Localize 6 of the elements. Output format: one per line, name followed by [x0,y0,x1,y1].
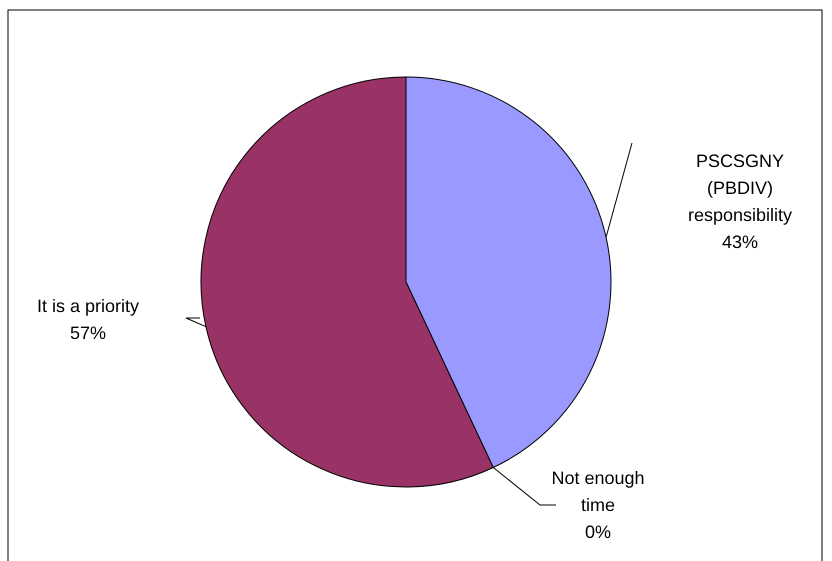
legend-label: Not enough time [551,468,645,515]
data-label: 57% [70,323,106,343]
text: 0% [584,522,612,542]
slice-label: PSCSGNY (PBDIV) responsibility [688,151,792,225]
slice-label: It is a priority [36,296,140,316]
data-label: 43% [722,232,758,252]
